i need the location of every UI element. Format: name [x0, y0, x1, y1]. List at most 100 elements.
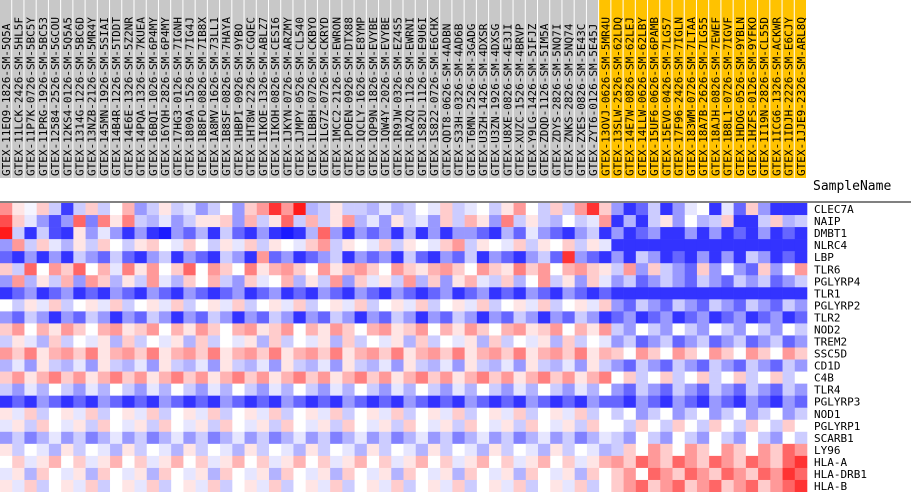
- heatmap-cell: [0, 383, 13, 396]
- heatmap-cell: [672, 467, 686, 481]
- heatmap-cell: [293, 263, 306, 276]
- heatmap-cell: [207, 239, 221, 252]
- heatmap-cell: [489, 287, 502, 300]
- heatmap-cell: [501, 407, 514, 421]
- heatmap-cell: [672, 299, 686, 312]
- heatmap-cell: [403, 407, 417, 421]
- heatmap-cell: [403, 227, 417, 240]
- heatmap-cell: [195, 407, 209, 421]
- heatmap-cell: [574, 455, 588, 469]
- heatmap-cell: [660, 455, 673, 469]
- heatmap-cell: [171, 467, 184, 481]
- heatmap-cell: [440, 263, 453, 276]
- heatmap-cell: [122, 335, 135, 348]
- heatmap-cell: [171, 383, 184, 396]
- heatmap-cell: [281, 383, 294, 396]
- row-label: TREM2: [814, 336, 847, 349]
- column-label: GTEX-XUZC-1526-SM-4BRVP: [514, 23, 527, 176]
- heatmap-cell: [440, 275, 453, 288]
- heatmap-cell: [97, 359, 111, 372]
- heatmap-cell: [427, 419, 441, 433]
- heatmap-cell: [464, 251, 478, 264]
- heatmap-cell: [733, 311, 747, 324]
- heatmap-cell: [110, 311, 123, 324]
- heatmap-cell: [611, 443, 624, 457]
- heatmap-cell: [24, 251, 37, 264]
- heatmap-cell: [733, 335, 747, 348]
- heatmap-cell: [207, 371, 221, 384]
- heatmap-cell: [0, 215, 13, 228]
- heatmap-cell: [721, 287, 734, 300]
- heatmap-cell: [317, 467, 331, 481]
- heatmap-cell: [73, 347, 86, 360]
- heatmap-cell: [464, 203, 478, 216]
- heatmap-cell: [183, 311, 196, 324]
- heatmap-cell: [794, 215, 808, 228]
- heatmap-cell: [158, 479, 172, 492]
- heatmap-cell: [574, 299, 588, 312]
- heatmap-cell: [171, 227, 184, 240]
- heatmap-cell: [550, 431, 563, 445]
- heatmap-cell: [733, 431, 747, 445]
- heatmap-cell: [403, 359, 417, 372]
- heatmap-cell: [195, 311, 209, 324]
- heatmap-cell: [440, 335, 453, 348]
- heatmap-cell: [73, 335, 86, 348]
- heatmap-cell: [207, 299, 221, 312]
- column-label: GTEX-1I19N-2826-SM-CL55D: [758, 17, 771, 176]
- heatmap-cell: [269, 299, 282, 312]
- heatmap-cell: [403, 275, 417, 288]
- heatmap-cell: [794, 371, 808, 384]
- heatmap-cell: [733, 443, 747, 457]
- heatmap-cell: [342, 467, 355, 481]
- heatmap-cell: [134, 455, 148, 469]
- heatmap-cell: [660, 419, 673, 433]
- heatmap-cell: [476, 275, 490, 288]
- column-label: GTEX-1IDJH-2226-SM-E6CJY: [783, 17, 796, 176]
- heatmap-cell: [550, 203, 563, 216]
- heatmap-cell: [611, 311, 624, 324]
- heatmap-cell: [538, 215, 551, 228]
- heatmap-cell: [354, 455, 368, 469]
- heatmap-cell: [489, 347, 502, 360]
- heatmap-cell: [48, 347, 62, 360]
- heatmap-cell: [12, 335, 25, 348]
- heatmap-cell: [342, 239, 355, 252]
- column-label: GTEX-13NZB-2126-SM-5MR4Y: [86, 17, 99, 176]
- heatmap-cell: [525, 407, 539, 421]
- heatmap-cell: [183, 323, 196, 336]
- heatmap-cell: [745, 383, 759, 396]
- heatmap-cell: [330, 275, 343, 288]
- heatmap-cell: [513, 311, 527, 324]
- heatmap-cell: [207, 227, 221, 240]
- heatmap-cell: [660, 287, 673, 300]
- heatmap-cell: [574, 443, 588, 457]
- heatmap-cell: [525, 395, 539, 409]
- heatmap-cell: [513, 263, 527, 276]
- heatmap-cell: [550, 335, 563, 348]
- heatmap-cell: [476, 359, 490, 372]
- heatmap-cell: [672, 263, 686, 276]
- heatmap-cell: [770, 203, 783, 216]
- heatmap-cell: [782, 251, 796, 264]
- heatmap-cell: [733, 263, 747, 276]
- heatmap-cell: [745, 239, 759, 252]
- heatmap-cell: [599, 203, 612, 216]
- heatmap-cell: [48, 275, 62, 288]
- heatmap-cell: [195, 335, 209, 348]
- heatmap-cell: [61, 275, 74, 288]
- heatmap-cell: [195, 455, 209, 469]
- heatmap-cell: [550, 287, 563, 300]
- column-label: GTEX-183WM-0726-SM-7LTAA: [685, 17, 698, 176]
- column-label: GTEX-ZDQD-1126-SM-5IM5A: [538, 23, 551, 176]
- heatmap-cell: [269, 431, 282, 445]
- heatmap-cell: [391, 311, 404, 324]
- heatmap-cell: [146, 275, 160, 288]
- heatmap-cell: [513, 227, 527, 240]
- heatmap-cell: [513, 455, 527, 469]
- heatmap-cell: [354, 311, 368, 324]
- heatmap-cell: [73, 383, 86, 396]
- heatmap-cell: [232, 371, 245, 384]
- heatmap-cell: [97, 419, 111, 433]
- heatmap-cell: [427, 335, 441, 348]
